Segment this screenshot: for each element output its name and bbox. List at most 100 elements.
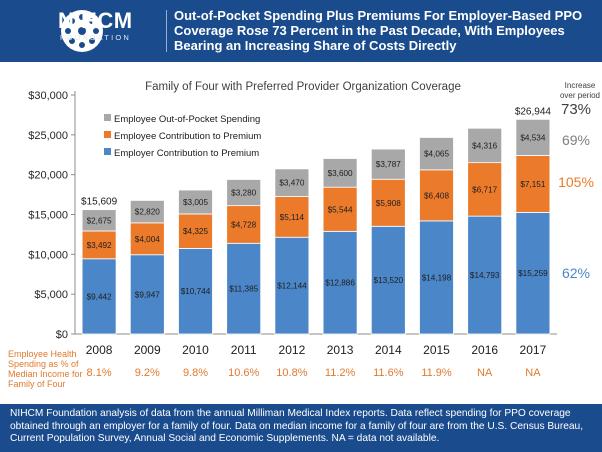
bar-segment <box>419 137 454 171</box>
share-value: NA <box>525 367 541 379</box>
x-tick-label: 2017 <box>520 343 547 357</box>
x-tick-label: 2008 <box>86 343 113 357</box>
increase-header: over period <box>560 91 600 100</box>
x-tick-label: 2009 <box>134 343 161 357</box>
bar-value-label: $3,470 <box>279 179 304 188</box>
x-tick-label: 2015 <box>423 343 450 357</box>
share-value: 11.2% <box>325 367 356 379</box>
bar-value-label: $12,886 <box>325 279 355 288</box>
share-row-label: Spending as % of <box>8 359 79 369</box>
share-value: 8.1% <box>87 367 112 379</box>
header-divider <box>166 10 167 52</box>
bar-value-label: $3,280 <box>231 189 256 198</box>
y-tick-label: $10,000 <box>28 249 68 261</box>
bar-value-label: $3,787 <box>376 160 401 169</box>
bar-value-label: $5,114 <box>280 213 305 222</box>
bar-value-label: $6,717 <box>472 185 497 194</box>
chart-title: Family of Four with Preferred Provider O… <box>145 81 461 93</box>
bar-value-label: $4,728 <box>231 220 256 229</box>
series-increase-value: 62% <box>562 265 590 281</box>
y-tick-label: $0 <box>56 329 68 341</box>
bar-value-label: $13,520 <box>373 276 403 285</box>
bar-value-label: $4,534 <box>520 133 545 142</box>
bar-value-label: $4,316 <box>472 141 497 150</box>
y-tick-label: $5,000 <box>34 289 68 301</box>
bar-value-label: $3,005 <box>183 198 208 207</box>
bar-value-label: $7,151 <box>520 180 545 189</box>
x-tick-label: 2011 <box>231 343 257 357</box>
bar-segment <box>81 258 117 335</box>
bar-value-label: $12,144 <box>277 282 307 291</box>
series-increase-value: 69% <box>562 132 590 148</box>
footer-band <box>0 404 602 452</box>
bar-value-label: $3,492 <box>87 241 112 250</box>
bar-segment <box>81 230 117 260</box>
y-tick-label: $15,000 <box>28 210 68 222</box>
legend-swatch <box>104 114 111 121</box>
share-value: 9.8% <box>183 367 208 379</box>
legend-label: Employer Contribution to Premium <box>114 148 259 159</box>
bar-segment <box>322 158 358 188</box>
bar-value-label: $4,065 <box>424 150 449 159</box>
bar-segment <box>178 248 213 335</box>
bar-segment <box>226 242 262 335</box>
share-value: 10.6% <box>228 367 259 379</box>
increase-header: Increase <box>565 81 596 90</box>
bar-segment <box>467 127 503 164</box>
series-increase-value: 105% <box>558 174 594 190</box>
share-row-label: Employee Health <box>8 349 77 359</box>
bar-value-label: $5,908 <box>376 199 401 208</box>
bar-segment <box>274 236 310 335</box>
logo-subtitle: FOUNDATION <box>60 33 132 42</box>
bar-value-label: $4,325 <box>183 227 208 236</box>
bar-segment <box>322 186 358 232</box>
nihcm-logo-icon <box>61 10 103 52</box>
bar-segment <box>370 148 406 180</box>
bar-segment <box>129 222 165 256</box>
bar-value-label: $10,744 <box>181 287 211 296</box>
x-tick-label: 2013 <box>327 343 354 357</box>
x-tick-label: 2010 <box>182 343 209 357</box>
x-tick-label: 2016 <box>471 343 498 357</box>
bar-segment <box>515 118 551 156</box>
total-increase-value: 73% <box>561 101 591 118</box>
bar-segment <box>81 209 117 232</box>
bar-value-label: $5,544 <box>328 205 353 214</box>
share-row-label: Median Income for <box>8 369 83 379</box>
x-tick-label: 2012 <box>279 343 306 357</box>
share-row-label: Family of Four <box>8 379 66 389</box>
share-value: NA <box>477 367 493 379</box>
x-tick-label: 2014 <box>375 343 402 357</box>
bar-segment <box>129 199 165 224</box>
headline: Out-of-Pocket Spending Plus Premiums For… <box>174 8 583 53</box>
footer-note: NIHCM Foundation analysis of data from t… <box>10 408 584 444</box>
share-value: 10.8% <box>276 367 307 379</box>
bar-value-label: $15,259 <box>518 269 548 278</box>
legend-label: Employee Contribution to Premium <box>114 131 261 142</box>
bar-value-label: $9,947 <box>135 290 160 299</box>
bar-total-label: $26,944 <box>515 106 552 117</box>
y-tick-label: $20,000 <box>28 170 68 182</box>
bar-value-label: $2,675 <box>87 216 112 225</box>
bar-value-label: $2,820 <box>135 208 160 217</box>
bar-segment <box>178 189 213 215</box>
share-value: 11.6% <box>373 367 404 379</box>
bar-segment <box>515 155 551 213</box>
bar-segment <box>515 212 551 335</box>
bar-segment <box>274 196 310 238</box>
bar-value-label: $14,793 <box>470 271 500 280</box>
bar-value-label: $3,600 <box>328 169 353 178</box>
bar-value-label: $9,442 <box>87 292 112 301</box>
bar-segment <box>419 169 454 222</box>
bar-value-label: $11,385 <box>229 285 258 294</box>
y-tick-label: $30,000 <box>28 90 68 102</box>
legend-label: Employee Out-of-Pocket Spending <box>114 114 260 125</box>
bar-segment <box>129 254 165 335</box>
bar-value-label: $14,198 <box>422 273 452 282</box>
bar-segment <box>370 225 406 335</box>
bar-segment <box>226 179 262 207</box>
bar-segment <box>467 162 503 217</box>
share-value: 9.2% <box>135 367 160 379</box>
legend-swatch <box>104 148 111 155</box>
